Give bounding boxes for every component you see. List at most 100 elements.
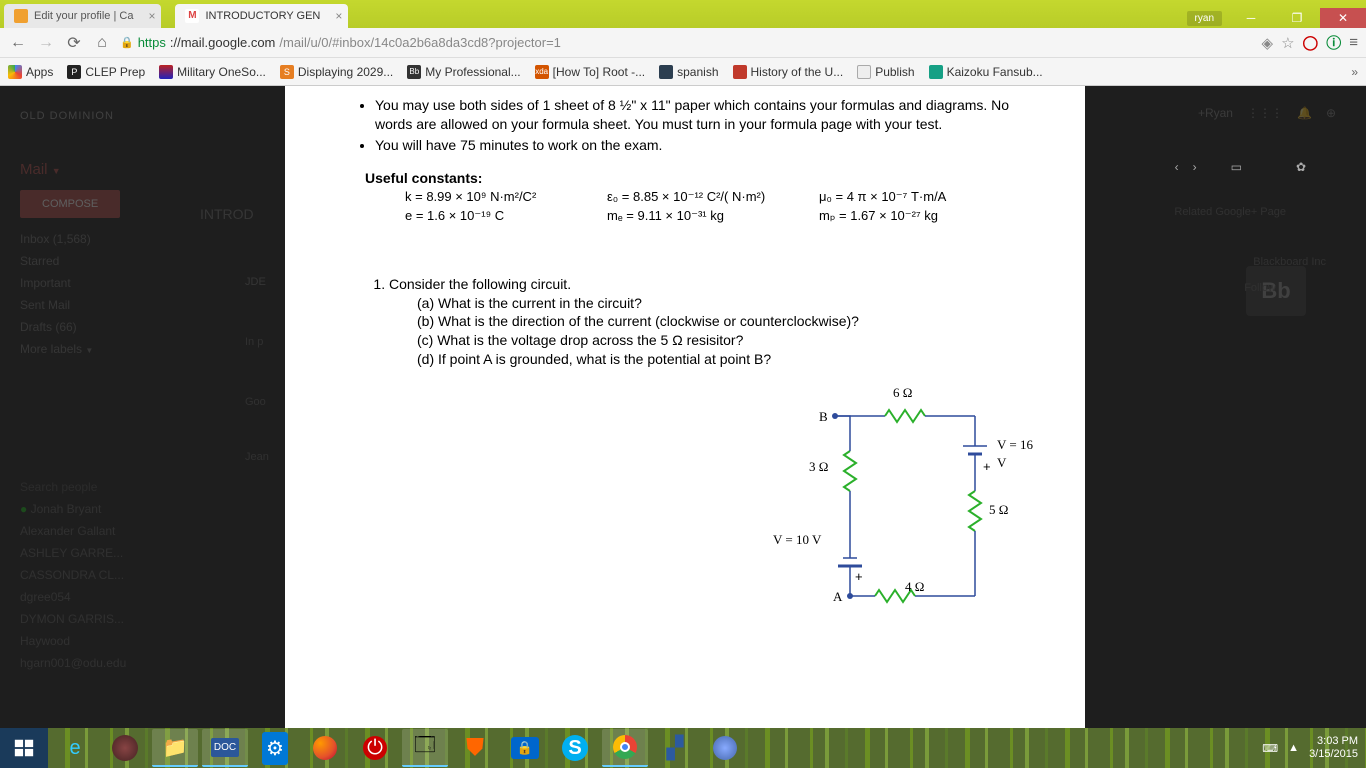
bookmark-label: Displaying 2029... [298,65,393,79]
word-icon[interactable]: DOC [202,729,248,767]
url-field[interactable]: 🔒 https://mail.google.com/mail/u/0/#inbo… [120,35,1254,50]
bookmark-professional[interactable]: Bb My Professional... [407,65,520,79]
question-1: Consider the following circuit. (a) What… [375,275,1045,369]
extension-icon[interactable]: ◈ [1262,34,1274,52]
tab-profile[interactable]: Edit your profile | Ca × [4,4,161,28]
proj-gear-icon[interactable]: ✿ [1296,160,1306,174]
bookmark-icon: Bb [407,65,421,79]
maximize-button[interactable]: ❐ [1274,8,1320,28]
tab-close-icon[interactable]: × [335,9,342,23]
bookmark-icon [929,65,943,79]
q1d: (d) If point A is grounded, what is the … [417,350,1045,369]
bookmark-label: CLEP Prep [85,65,145,79]
voltage-label: V = 10 V [773,531,821,549]
tab-close-icon[interactable]: × [148,9,155,23]
constant: mₚ = 1.67 × 10⁻²⁷ kg [819,207,999,225]
bookmark-icon: S [280,65,294,79]
bookmark-label: Military OneSo... [177,65,266,79]
back-button[interactable]: ← [8,34,28,52]
chrome-icon[interactable] [602,729,648,767]
circuit-diagram: + + 6 Ω 3 Ω 5 Ω 4 Ω V = 16 V V = 10 V B … [765,386,1045,626]
minimize-button[interactable]: ─ [1228,8,1274,28]
favicon-profile [14,9,28,23]
bookmark-clep[interactable]: P CLEP Prep [67,65,145,79]
bookmark-icon: xda [535,65,549,79]
apps-icon [8,65,22,79]
start-button[interactable] [0,728,48,768]
tab-title: INTRODUCTORY GEN [205,10,320,22]
idm-icon[interactable]: ⓘ [1326,32,1341,53]
keyboard-icon[interactable]: ⌨ [1262,742,1278,755]
power-icon[interactable]: ⏻ [352,729,398,767]
date: 3/15/2015 [1309,748,1358,761]
bookmark-icon: P [67,65,81,79]
clock[interactable]: 3:03 PM 3/15/2015 [1309,735,1358,761]
bookmark-kaizoku[interactable]: Kaizoku Fansub... [929,65,1043,79]
constants-grid: k = 8.99 × 10⁹ N·m²/C² ε₀ = 8.85 × 10⁻¹²… [405,188,1045,225]
bookmark-label: Publish [875,65,914,79]
constant: k = 8.99 × 10⁹ N·m²/C² [405,188,595,206]
voltage-label: V = 16 V [997,436,1045,471]
bookmark-icon [659,65,673,79]
point-b: B [819,408,828,426]
bookmark-overflow-icon[interactable]: » [1351,65,1358,79]
resistor-label: 6 Ω [893,384,912,402]
office-icon[interactable]: ▞ [652,729,698,767]
q1a: (a) What is the current in the circuit? [417,294,1045,313]
lock-icon: 🔒 [120,36,134,49]
address-bar: ← → ⟳ ⌂ 🔒 https://mail.google.com/mail/u… [0,28,1366,58]
shield-icon[interactable]: ⛊ [452,729,498,767]
skype-icon[interactable]: S [552,729,598,767]
window-controls: ryan ─ ❐ ✕ [1187,8,1366,28]
bookmarks-bar: Apps P CLEP Prep Military OneSo... S Displ… [0,58,1366,86]
apps-button[interactable]: Apps [8,65,53,79]
doc-bullet: You may use both sides of 1 sheet of 8 ½… [375,96,1045,134]
app-icon[interactable]: 🗔 [402,729,448,767]
url-scheme: https [138,35,166,50]
ie-icon[interactable]: e [52,729,98,767]
q1c: (c) What is the voltage drop across the … [417,331,1045,350]
auth-icon[interactable]: 🔒 [502,729,548,767]
tab-title: Edit your profile | Ca [34,10,133,22]
chrome-titlebar: Edit your profile | Ca × M INTRODUCTORY … [0,0,1366,28]
media-icon[interactable] [102,729,148,767]
tab-gmail[interactable]: M INTRODUCTORY GEN × [175,4,348,28]
bookmark-spanish[interactable]: spanish [659,65,718,79]
close-window-button[interactable]: ✕ [1320,8,1366,28]
constant: e = 1.6 × 10⁻¹⁹ C [405,207,595,225]
bookmark-icon [159,65,173,79]
document-viewer[interactable]: You may use both sides of 1 sheet of 8 ½… [285,86,1085,728]
addr-icons: ◈ ☆ ◯ ⓘ ≡ [1262,32,1358,53]
resistor-label: 4 Ω [905,578,924,596]
time: 3:03 PM [1309,735,1358,748]
proj-right-icon[interactable]: › [1193,160,1197,174]
chrome-user-badge[interactable]: ryan [1187,11,1222,26]
reload-button[interactable]: ⟳ [64,33,84,53]
explorer-icon[interactable]: 📁 [152,729,198,767]
settings-icon[interactable]: ⚙ [252,729,298,767]
proj-zoom-icon[interactable]: ▭ [1231,160,1242,174]
abp-icon[interactable]: ◯ [1303,34,1319,51]
bookmark-history[interactable]: History of the U... [733,65,844,79]
bookmark-label: [How To] Root -... [553,65,645,79]
tray-arrow-icon[interactable]: ▲ [1288,742,1299,754]
bookmark-military[interactable]: Military OneSo... [159,65,266,79]
home-button[interactable]: ⌂ [92,34,112,52]
taskbar-icons: e 📁 DOC ⚙ ⏻ 🗔 ⛊ 🔒 S ▞ [52,728,748,768]
forward-button[interactable]: → [36,34,56,52]
constant: μ₀ = 4 π × 10⁻⁷ T·m/A [819,188,999,206]
firefox-icon[interactable] [302,729,348,767]
bookmark-label: My Professional... [425,65,520,79]
bookmark-root[interactable]: xda [How To] Root -... [535,65,645,79]
tab-strip: Edit your profile | Ca × M INTRODUCTORY … [0,0,362,28]
system-tray: ⌨ ▲ 3:03 PM 3/15/2015 [1262,735,1366,761]
proj-left-icon[interactable]: ‹ [1175,160,1179,174]
misc-icon[interactable] [702,729,748,767]
bookmark-star-icon[interactable]: ☆ [1281,34,1294,52]
menu-icon[interactable]: ≡ [1349,34,1358,51]
bookmark-publish[interactable]: Publish [857,65,914,79]
bookmark-label: Kaizoku Fansub... [947,65,1043,79]
svg-text:+: + [855,569,863,584]
constant: ε₀ = 8.85 × 10⁻¹² C²/( N·m²) [607,188,807,206]
bookmark-displaying[interactable]: S Displaying 2029... [280,65,393,79]
